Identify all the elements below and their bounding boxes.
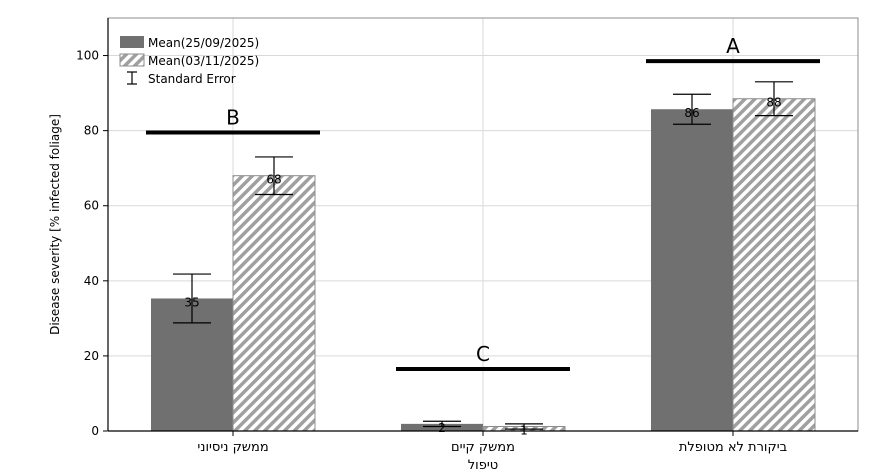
x-axis-title: טיפול [468,458,498,473]
bar [651,109,733,432]
significance-group: A [646,34,820,64]
legend-item-error: Standard Error [127,71,236,86]
y-tick-label: 20 [84,349,99,363]
error-bar [755,81,793,117]
y-tick-label: 0 [91,424,99,438]
legend-swatch [119,53,145,67]
error-bar [673,93,711,125]
y-tick-label: 100 [76,49,99,63]
y-axis-title: Disease severity [% infected foliage] [48,114,62,335]
error-bar [505,423,543,430]
significance-group: B [146,106,320,135]
legend-item: Mean(25/09/2025) [120,36,259,50]
error-bar [255,156,293,196]
error-bar [423,420,461,428]
legend-label: Mean(25/09/2025) [148,36,259,50]
significance-letter: C [476,342,490,366]
data-label: 86 [684,106,699,120]
data-label: 2 [438,421,446,435]
bar [732,98,816,432]
x-tick-label: ממשק קיים [451,440,515,455]
significance-letter: A [726,34,740,58]
y-tick-label: 60 [84,199,99,213]
bar [401,423,483,431]
legend-label: Mean(03/11/2025) [148,54,259,68]
legend-item: Mean(03/11/2025) [119,53,259,68]
x-tick-label: ביקורת לא מטופלת [679,440,787,455]
y-tick-label: 40 [84,274,99,288]
significance-letter: B [226,106,240,130]
legend: Mean(25/09/2025) Mean(03/11/2025) Standard… [119,36,259,86]
legend-swatch [120,36,144,48]
data-label: 68 [266,173,281,187]
bar [232,175,316,432]
data-label: 35 [184,295,199,309]
y-tick-label: 80 [84,124,99,138]
data-label: 88 [766,96,781,110]
legend-label: Standard Error [148,72,236,86]
bars [151,98,816,432]
error-bar [173,273,211,324]
error-bars [173,81,793,430]
group-letters: B C A [146,34,820,372]
axes: 0 20 40 60 80 100 ממשק ניסיוני ממשק קיים ביקורת … [48,17,859,473]
x-tick-label: ממשק ניסיוני [197,440,268,455]
significance-group: C [396,342,570,372]
